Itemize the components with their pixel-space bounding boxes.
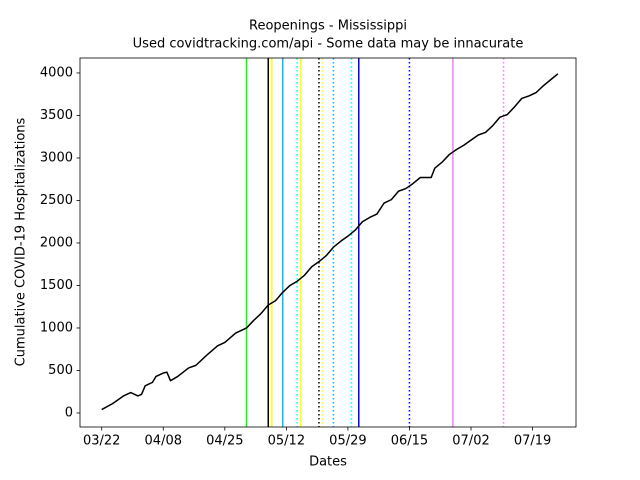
- y-tick-label: 4000: [40, 65, 73, 80]
- y-tick-label: 500: [48, 363, 73, 378]
- x-axis-label: Dates: [309, 455, 347, 470]
- x-tick-label: 04/25: [206, 434, 243, 449]
- y-tick-label: 3500: [40, 108, 73, 123]
- x-tick-label: 07/19: [514, 434, 551, 449]
- y-tick-label: 2000: [40, 235, 73, 250]
- chart-title: Reopenings - Mississippi: [249, 19, 407, 34]
- chart-subtitle: Used covidtracking.com/api - Some data m…: [133, 37, 524, 52]
- x-tick-label: 07/02: [452, 434, 489, 449]
- data-line: [101, 73, 559, 411]
- x-tick-label: 06/15: [391, 434, 428, 449]
- y-tick-label: 3000: [40, 150, 73, 165]
- x-tick-label: 03/22: [83, 434, 120, 449]
- y-tick-label: 1500: [40, 278, 73, 293]
- y-tick-label: 1000: [40, 320, 73, 335]
- y-tick-label: 2500: [40, 193, 73, 208]
- y-axis-label: Cumulative COVID-19 Hospitalizations: [14, 117, 29, 366]
- x-tick-label: 04/08: [145, 434, 182, 449]
- plot-frame: [79, 57, 577, 428]
- y-tick-label: 0: [65, 405, 73, 420]
- x-tick-label: 05/29: [329, 434, 366, 449]
- x-tick-label: 05/12: [268, 434, 305, 449]
